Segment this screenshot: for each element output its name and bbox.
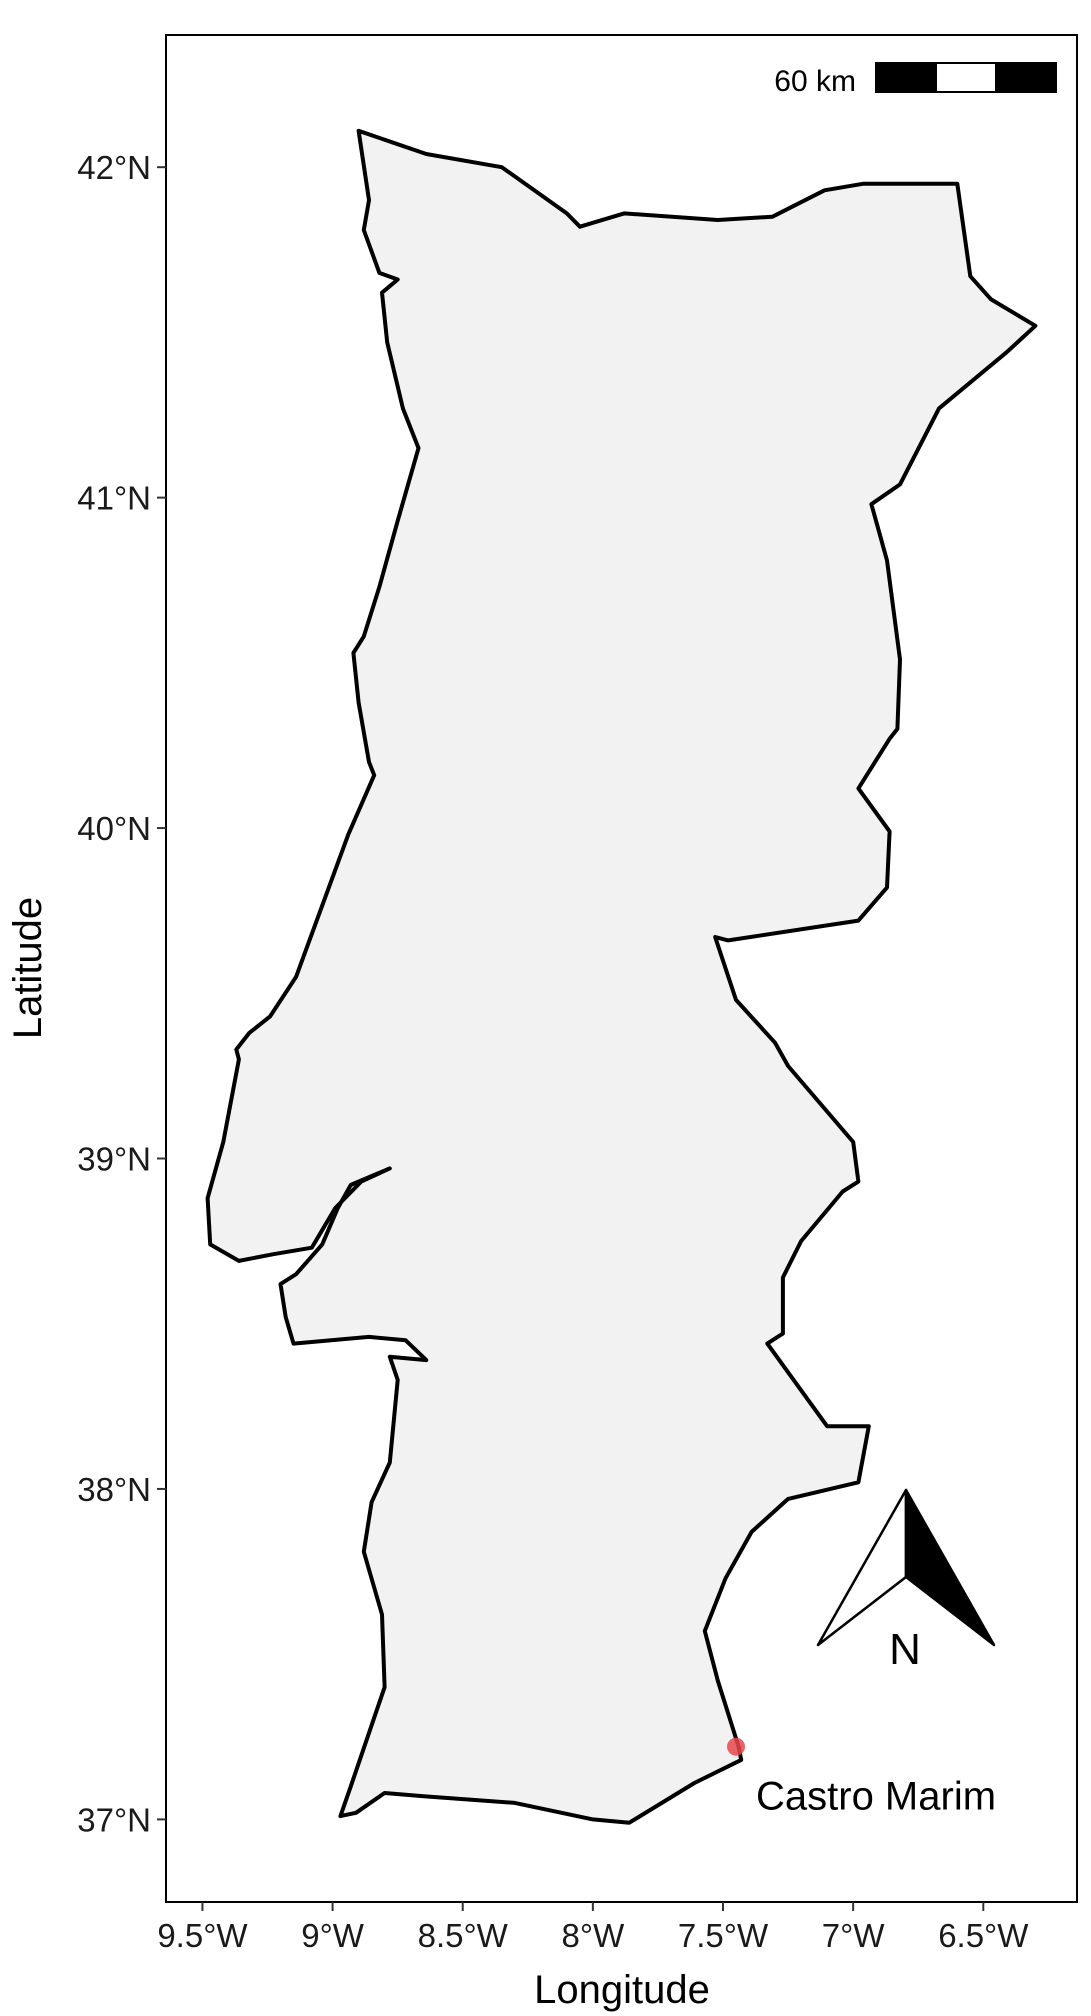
y-tick-label: 40°N [77,810,151,847]
location-label: Castro Marim [756,1775,996,1819]
x-tick-label: 7°W [822,1917,886,1954]
x-axis-title: Longitude [534,1968,710,2012]
scale-bar-segment-2 [935,62,997,93]
y-tick-label: 38°N [77,1471,151,1508]
y-tick-label: 41°N [77,480,151,517]
north-arrow: N [816,1488,996,1674]
scale-bar-label: 60 km [774,65,856,98]
location-marker [727,1737,746,1756]
x-tick-label: 6.5°W [938,1917,1029,1954]
x-tick-label: 9.5°W [157,1917,248,1954]
scale-bar-frame [875,62,1057,93]
scale-bar-segment-1 [876,63,936,92]
x-tick-label: 7.5°W [678,1917,769,1954]
north-arrow-label: N [889,1625,921,1674]
x-tick-label: 8°W [562,1917,626,1954]
x-tick-label: 8.5°W [418,1917,509,1954]
scale-bar: 60 km [774,62,1057,98]
x-tick-label: 9°W [301,1917,365,1954]
y-tick-label: 39°N [77,1141,151,1178]
axis-ticks: 9.5°W 9°W 8.5°W 8°W 7.5°W 7°W 6.5°W 42°N 41°N 40°… [77,149,1029,1954]
y-tick-label: 37°N [77,1801,151,1838]
north-arrow-right-half [904,1488,996,1647]
y-tick-label: 42°N [77,149,151,186]
portugal-outline [205,128,1038,1825]
scale-bar-segment-3 [996,63,1056,92]
y-axis-title: Latitude [6,897,50,1039]
